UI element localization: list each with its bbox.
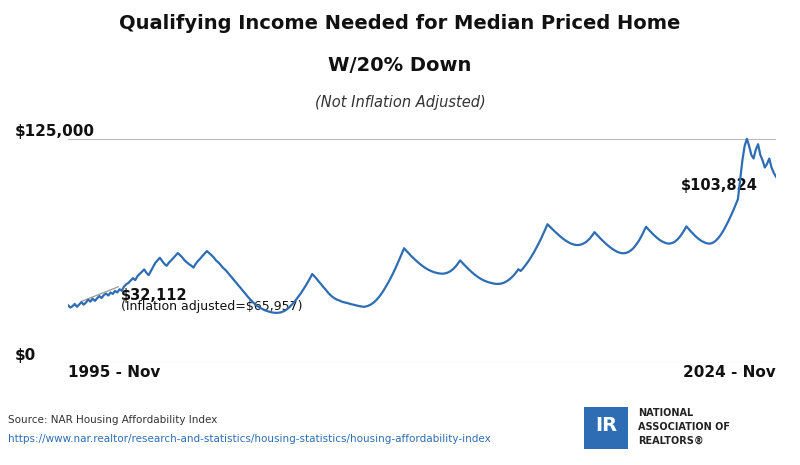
Text: (Inflation adjusted=$65,957): (Inflation adjusted=$65,957) [121, 300, 302, 313]
Text: Qualifying Income Needed for Median Priced Home: Qualifying Income Needed for Median Pric… [119, 14, 681, 33]
Text: 2024 - Nov: 2024 - Nov [683, 365, 776, 380]
Text: https://www.nar.realtor/research-and-statistics/housing-statistics/housing-affor: https://www.nar.realtor/research-and-sta… [8, 434, 490, 444]
Text: $125,000: $125,000 [15, 124, 95, 139]
Text: 1995 - Nov: 1995 - Nov [68, 365, 160, 380]
Text: ASSOCIATION OF: ASSOCIATION OF [638, 422, 730, 432]
Text: $32,112: $32,112 [121, 288, 188, 303]
FancyBboxPatch shape [584, 407, 628, 449]
Text: Source: NAR Housing Affordability Index: Source: NAR Housing Affordability Index [8, 415, 218, 425]
Text: IR: IR [595, 416, 617, 435]
Text: W/20% Down: W/20% Down [328, 56, 472, 75]
Text: (Not Inflation Adjusted): (Not Inflation Adjusted) [314, 95, 486, 110]
Text: NATIONAL: NATIONAL [638, 408, 694, 418]
Text: $0: $0 [15, 348, 36, 363]
Text: REALTORS®: REALTORS® [638, 436, 704, 446]
Text: $103,824: $103,824 [681, 178, 758, 193]
